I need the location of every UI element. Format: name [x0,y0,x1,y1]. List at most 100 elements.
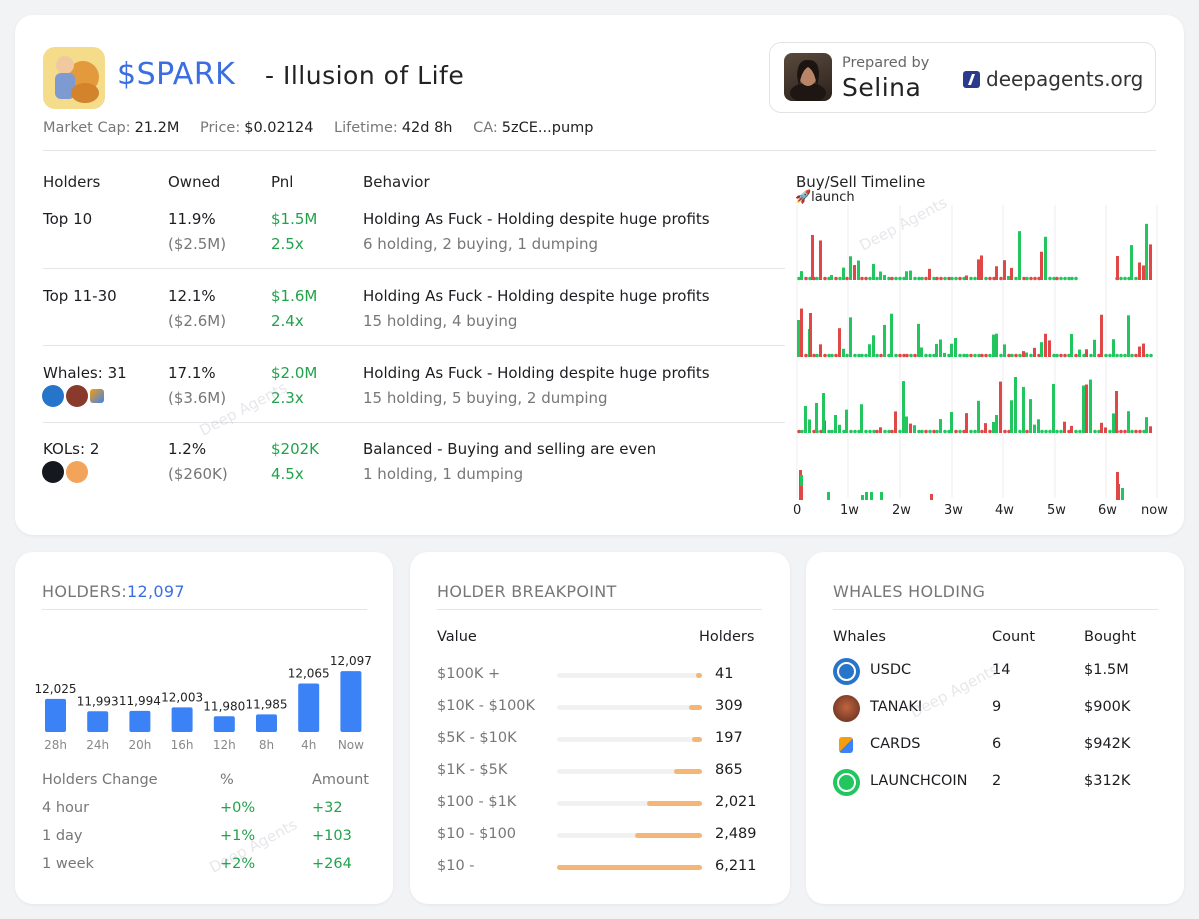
author-avatar [784,53,832,101]
breakpoint-range: $100K + [437,666,501,682]
timeline-marker [838,276,842,281]
breakpoint-count: 197 [715,730,743,746]
tanaki-icon [833,695,860,722]
timeline-marker [947,276,951,281]
row-behavior: Holding As Fuck - Holding despite huge p… [363,364,710,382]
timeline-marker [1059,353,1063,358]
timeline-marker [984,353,988,358]
holders-bar-category: 8h [259,738,274,752]
timeline-bar [1145,223,1148,280]
timeline-bar [905,271,908,280]
breakpoint-range: $10 - [437,858,475,874]
row-behavior: Balanced - Buying and selling are even [363,440,657,458]
timeline-bar [950,343,953,357]
timeline-marker [973,276,977,281]
whale-bought: $942K [1084,736,1131,752]
holders-amount-header: Amount [312,772,369,788]
breakpoint-range: $10 - $100 [437,826,517,842]
timeline-marker [890,276,894,281]
timeline-bar [1018,231,1021,280]
site-text: deepagents.org [986,67,1144,91]
timeline-marker [943,276,947,281]
timeline-marker [804,353,808,358]
timeline-bar [1025,352,1028,357]
row-multiplier: 2.4x [271,312,304,330]
timeline-marker [932,353,936,358]
launchcoin-icon [833,769,860,796]
whale-name: USDC [870,662,912,678]
timeline-marker [935,276,939,281]
timeline-marker [954,276,958,281]
timeline-marker [819,429,823,434]
row-behavior-detail: 15 holding, 5 buying, 2 dumping [363,389,608,407]
timeline-marker [969,276,973,281]
timeline-bar [954,338,957,357]
timeline-bar [1070,333,1073,357]
whale-name: CARDS [870,736,921,752]
holders-bar-category: 24h [86,738,109,752]
holders-title: HOLDERS:12,097 [42,582,185,601]
timeline-marker [864,276,868,281]
breakpoint-value-header: Value [437,629,477,645]
timeline-x-tick: now [1141,503,1168,518]
market-cap-value: 21.2M [134,120,180,136]
change-pct: +1% [220,828,256,844]
timeline-marker [1055,353,1059,358]
timeline-marker [1037,276,1041,281]
breakpoint-count: 309 [715,698,743,714]
timeline-bar [827,492,830,500]
timeline-marker [932,276,936,281]
timeline-marker [980,429,984,434]
row-pnl: $1.5M [271,210,318,228]
breakpoint-holders-header: Holders [699,629,755,645]
timeline-marker [969,429,973,434]
holders-count: 12,097 [127,582,185,601]
summary-card: $SPARK - Illusion of Life Market Cap: 21.… [15,15,1184,535]
timeline-marker [853,429,857,434]
holders-bar [213,716,235,732]
timeline-bar [1115,391,1118,433]
timeline-bar [1127,411,1130,433]
timeline-bar [834,414,837,433]
timeline-marker [1018,429,1022,434]
timeline-bar [1029,399,1032,433]
whale-count: 6 [992,736,1002,752]
timeline-marker [999,276,1003,281]
timeline-bar [819,240,822,280]
ca-value[interactable]: 5zCE...pump [501,120,594,136]
row-multiplier: 2.5x [271,235,304,253]
breakpoint-bar-fill [688,705,702,710]
timeline-marker [879,353,883,358]
timeline-bar [920,347,923,357]
timeline-marker [958,276,962,281]
breakpoint-range: $1K - $5K [437,762,508,778]
row-behavior-detail: 1 holding, 1 dumping [363,465,524,483]
market-cap-label: Market Cap: [43,120,131,136]
timeline-bar [838,424,841,433]
timeline-marker [988,353,992,358]
timeline-marker [1063,353,1067,358]
timeline-marker [1119,353,1123,358]
holders-card: HOLDERS:12,097 12,025 28h 11,993 24h 11,994 2… [15,552,393,904]
timeline-bar [965,413,968,433]
row-owned-pct: 11.9% [168,210,216,228]
timeline-marker [827,276,831,281]
timeline-marker [823,276,827,281]
token-ticker: $SPARK [117,57,236,92]
row-divider [43,422,785,423]
breakpoint-bar-track [557,865,702,870]
timeline-marker [1007,353,1011,358]
site-link[interactable]: deepagents.org [963,67,1143,91]
timeline-bar [1044,236,1047,280]
whale-count: 2 [992,773,1002,789]
timeline-bar [872,263,875,280]
whales-icons [42,385,104,407]
timeline-marker [853,353,857,358]
kol-avatar-icon [42,461,64,483]
timeline-marker [1029,276,1033,281]
row-owned-pct: 1.2% [168,440,207,458]
buy-sell-timeline-chart [796,205,1158,500]
timeline-marker [1123,429,1127,434]
holders-bar [256,714,277,732]
timeline-x-tick: 2w [892,503,911,518]
